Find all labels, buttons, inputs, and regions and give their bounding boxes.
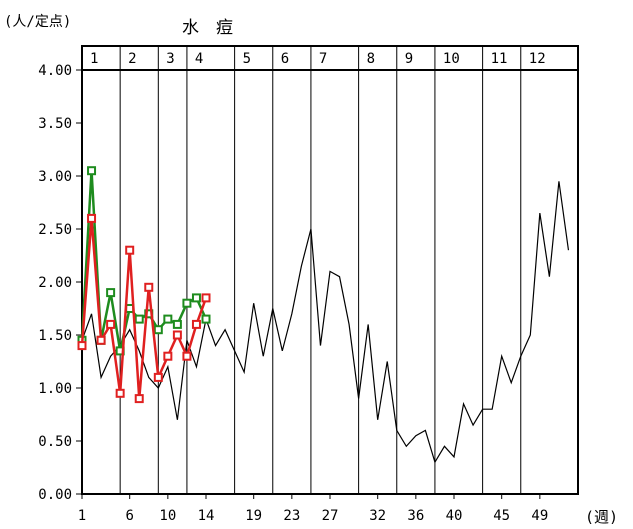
data-point	[134, 394, 144, 404]
x-tick-label: 45	[493, 508, 510, 524]
x-tick-label: 32	[369, 508, 386, 524]
data-point	[163, 351, 173, 361]
y-axis-label: (人/定点)	[4, 14, 71, 30]
x-tick-label: 19	[245, 508, 262, 524]
data-point	[77, 341, 87, 351]
y-tick-label: 0.00	[38, 487, 72, 503]
series-1	[77, 166, 211, 356]
x-tick-label: 14	[198, 508, 215, 524]
data-point	[115, 388, 125, 398]
data-point	[201, 293, 211, 303]
x-tick-label: 27	[322, 508, 339, 524]
month-label: 1	[90, 51, 98, 67]
x-tick-label: 49	[531, 508, 548, 524]
data-point	[106, 288, 116, 298]
x-tick-label: 1	[78, 508, 86, 524]
month-label: 3	[166, 51, 174, 67]
data-point	[87, 213, 97, 223]
x-tick-label: 6	[125, 508, 133, 524]
data-point	[172, 319, 182, 329]
plot-frame	[81, 45, 579, 495]
y-tick-label: 2.50	[38, 222, 72, 238]
data-point	[163, 314, 173, 324]
x-axis-unit: (週)	[585, 508, 618, 526]
data-point	[106, 319, 116, 329]
month-label: 12	[529, 51, 546, 67]
data-point	[172, 330, 182, 340]
y-tick-label: 3.00	[38, 169, 72, 185]
y-tick-label: 1.00	[38, 381, 72, 397]
y-tick-label: 2.00	[38, 275, 72, 291]
data-point	[96, 335, 106, 345]
y-tick-label: 3.50	[38, 116, 72, 132]
month-label: 11	[491, 51, 508, 67]
data-point	[182, 351, 192, 361]
data-point	[182, 298, 192, 308]
series-2	[77, 213, 211, 404]
data-point	[153, 372, 163, 382]
y-tick-label: 4.00	[38, 63, 72, 79]
data-point	[125, 245, 135, 255]
series-line	[81, 181, 570, 464]
data-point	[191, 319, 201, 329]
month-label: 5	[243, 51, 251, 67]
x-tick-label: 40	[446, 508, 463, 524]
month-label: 7	[319, 51, 327, 67]
month-label: 2	[128, 51, 136, 67]
y-tick-label: 1.50	[38, 328, 72, 344]
data-point	[191, 293, 201, 303]
month-label: 10	[443, 51, 460, 67]
x-tick-label: 10	[159, 508, 176, 524]
data-point	[134, 314, 144, 324]
month-label: 8	[367, 51, 375, 67]
series-0	[81, 181, 570, 464]
data-point	[201, 314, 211, 324]
chart-title: 水 痘	[182, 18, 233, 38]
x-tick-label: 36	[407, 508, 424, 524]
x-tick-label: 23	[283, 508, 300, 524]
month-label: 4	[195, 51, 203, 67]
y-tick-label: 0.50	[38, 434, 72, 450]
month-label: 9	[405, 51, 413, 67]
data-point	[153, 325, 163, 335]
month-label: 6	[281, 51, 289, 67]
data-point	[87, 166, 97, 176]
data-point	[144, 282, 154, 292]
